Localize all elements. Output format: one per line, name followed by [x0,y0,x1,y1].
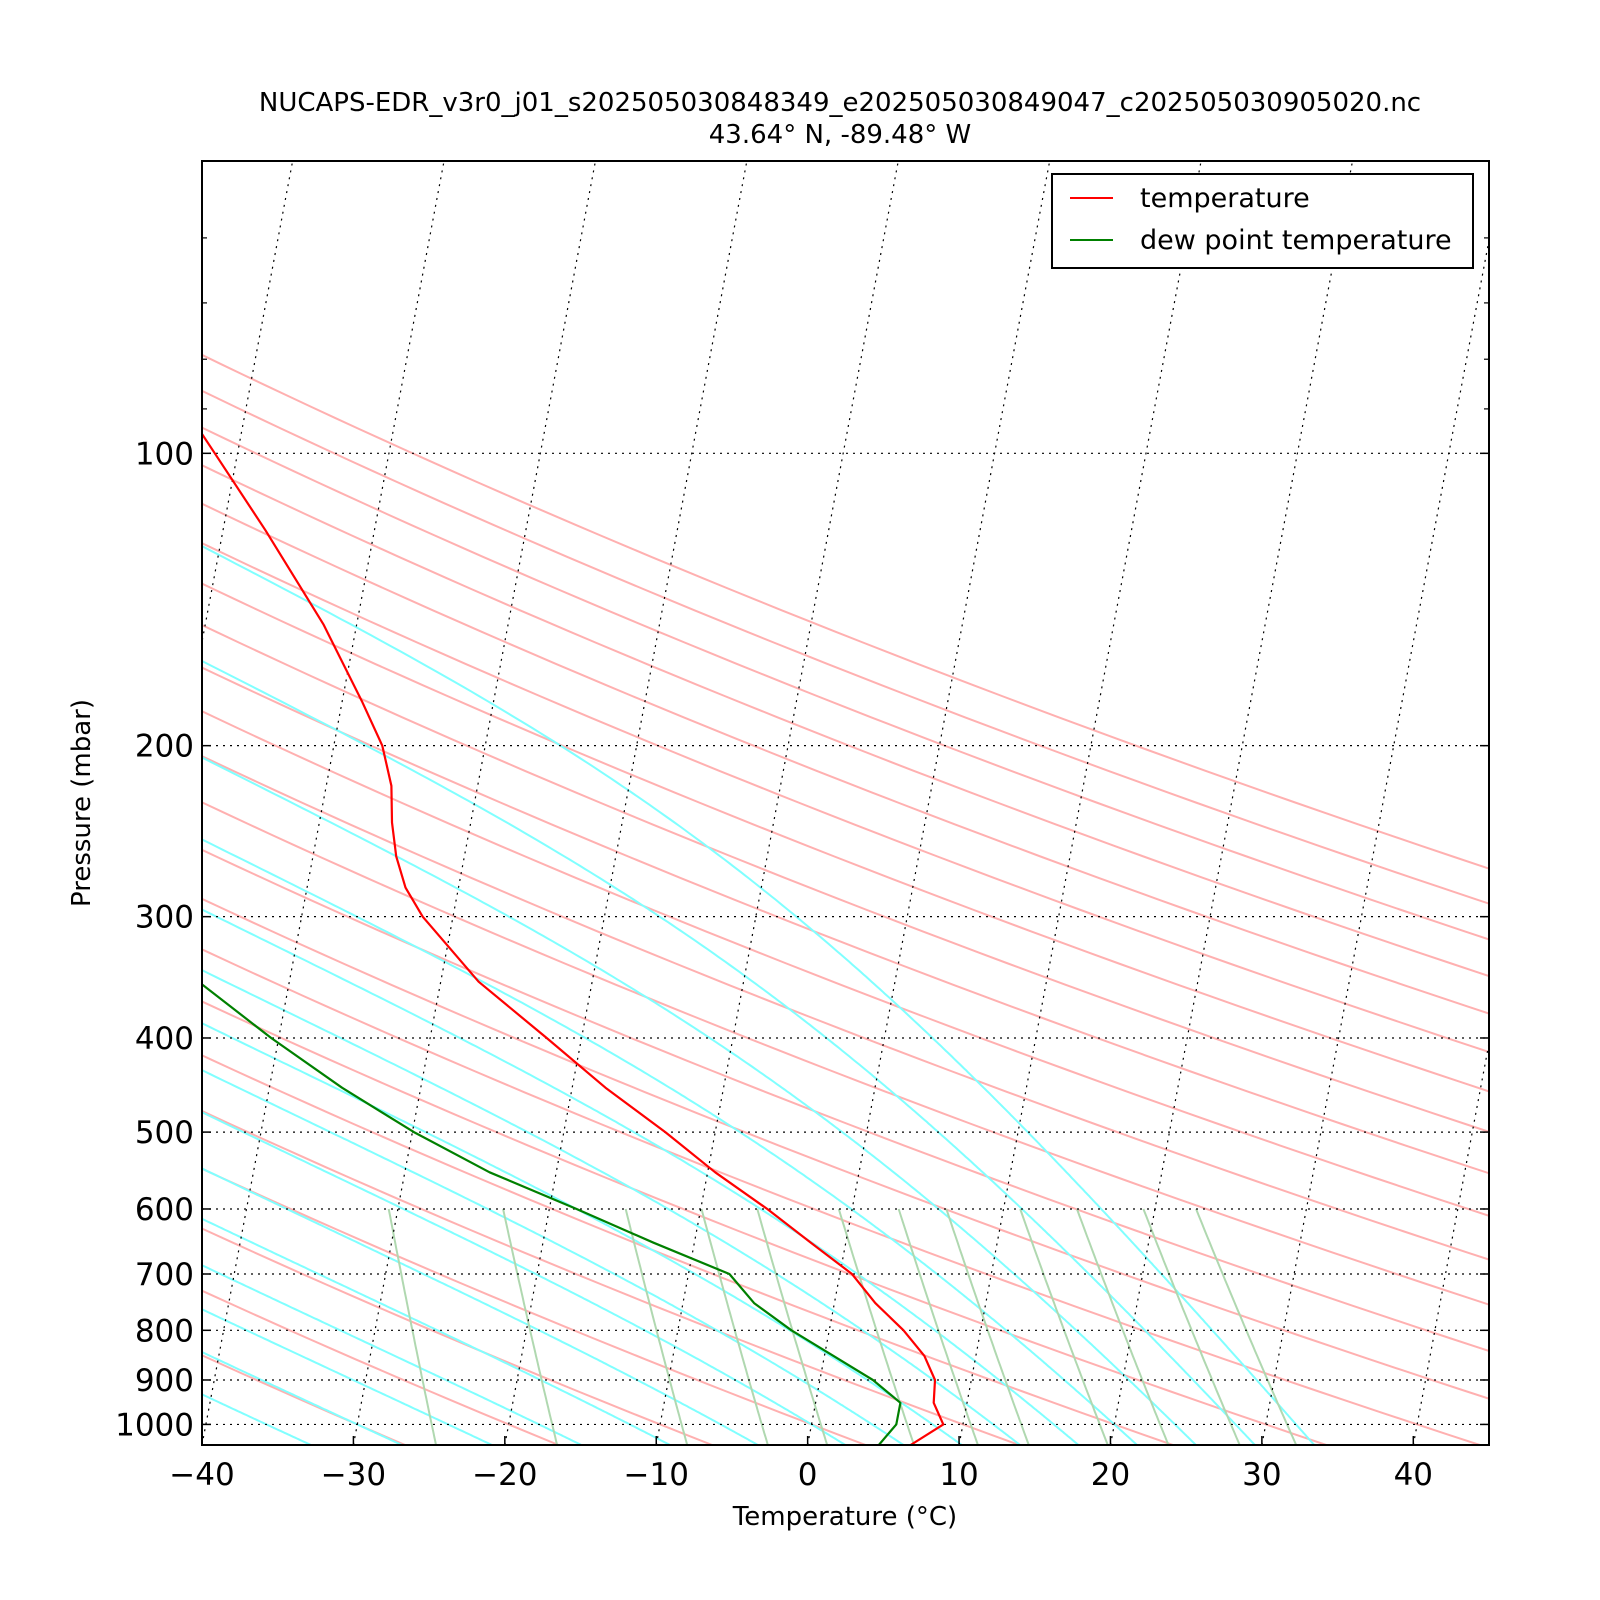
isotherm-line [1412,1040,1489,1445]
dry-adiabat-line [202,755,1489,1261]
isotherm-line [655,161,899,1445]
moist-adiabat-line [202,838,1138,1445]
mixing-ratio-line [1195,1208,1298,1445]
dry-adiabat-line [202,666,1489,1175]
dry-adiabat-line [202,948,1481,1445]
mixing-ratio-line [624,1208,689,1445]
mixing-ratio-line [837,1208,915,1445]
moist-adiabat-line [202,1111,846,1445]
chart-title: NUCAPS-EDR_v3r0_j01_s202505030848349_e20… [258,88,1422,118]
moist-adiabat-line [202,1350,403,1445]
moist-adiabat-line [202,908,1080,1445]
moist-adiabat-line [202,1393,312,1445]
dry-adiabat-line [202,801,1489,1306]
legend-box [1051,173,1474,269]
mixing-ratio-line [387,1208,437,1445]
y-tick-label: 500 [135,1115,194,1151]
moist-adiabat-line [202,1308,493,1445]
isotherm-line [504,161,748,1445]
isotherm-line [352,161,597,1445]
dry-adiabat-line [202,502,1489,1015]
dry-adiabat-line [202,897,1489,1400]
dry-adiabat-line [202,1167,867,1445]
mixing-ratio-line [1142,1208,1241,1445]
mixing-ratio-line [1019,1208,1109,1445]
axis-ticks: −40 −30 −20 −10 0 10 20 30 40 100 200 300 400 500 600 7… [115,237,1489,1493]
pressure-gridlines [202,452,1489,1426]
x-tick-label: 20 [1091,1457,1130,1493]
y-tick-label: 400 [135,1021,194,1057]
y-tick-label: 300 [135,900,194,936]
chart-subtitle: 43.64° N, -89.48° W [708,120,972,150]
dry-adiabat-line [202,848,1489,1353]
dry-adiabat-line [202,542,1489,1054]
y-tick-label: 800 [135,1313,194,1349]
y-tick-label: 700 [135,1257,194,1293]
plot-frame [201,160,1490,1446]
moist-adiabat-line [202,1167,759,1445]
mixing-ratio-line [945,1208,1030,1445]
legend: temperature dew point temperature [1051,173,1474,269]
isotherm-line [202,161,445,1445]
isotherm-line [1109,161,1354,1445]
x-tick-label: 40 [1394,1457,1433,1493]
isotherm-line [1261,236,1489,1445]
x-tick-label: −30 [321,1457,386,1493]
temperature-line [202,432,945,1445]
data-series [202,432,945,1445]
mixing-ratio-line [700,1208,769,1445]
y-tick-label: 900 [135,1363,194,1399]
x-tick-label: −10 [624,1457,689,1493]
dry-adiabat-line [202,1227,713,1445]
moist-adiabat-line [202,545,1315,1445]
y-tick-label: 600 [135,1192,194,1228]
dry-adiabat-line [202,1000,1327,1445]
dry-adiabat-line [202,1109,1020,1445]
mixing-ratio-line [502,1208,559,1445]
x-tick-label: 0 [798,1457,818,1493]
moist-adiabat-line [202,969,1021,1445]
y-tick-label: 200 [135,729,194,765]
legend-dewpoint-label: dew point temperature [1140,225,1452,256]
isotherm-line [807,161,1051,1445]
legend-temperature-label: temperature [1140,183,1310,214]
x-tick-label: −40 [169,1457,234,1493]
dry-adiabat-line [202,582,1489,1093]
moist-adiabat-line [202,1217,671,1445]
dry-adiabat-line [202,1054,1174,1445]
mixing-ratio-line [897,1208,979,1445]
x-tick-label: 10 [939,1457,978,1493]
x-tick-label: −20 [472,1457,537,1493]
dry-adiabat-line [202,389,1489,905]
moist-adiabat-line [202,1264,582,1445]
y-tick-label: 100 [135,436,194,472]
dry-adiabat-line [202,426,1489,941]
mixing-ratio-line [756,1208,829,1445]
moist-adiabat-line [202,659,1256,1445]
x-axis-label: Temperature (°C) [732,1502,957,1532]
background-lines [202,161,1600,1445]
y-axis-label: Pressure (mbar) [67,699,97,907]
dry-adiabat-line [202,353,1489,870]
dry-adiabat-line [202,710,1489,1217]
moist-adiabat-line [202,756,1197,1445]
y-tick-label: 1000 [115,1407,194,1443]
dry-adiabat-line [202,464,1489,978]
isotherm-line [1565,161,1600,1445]
dewpoint-line [202,983,902,1445]
moist-adiabat-line [202,1069,905,1445]
moist-adiabat-line [202,1022,963,1445]
dry-adiabat-line [202,623,1489,1133]
x-tick-label: 30 [1242,1457,1281,1493]
isotherm-line [958,161,1202,1445]
mixing-ratio-line [1076,1208,1170,1445]
